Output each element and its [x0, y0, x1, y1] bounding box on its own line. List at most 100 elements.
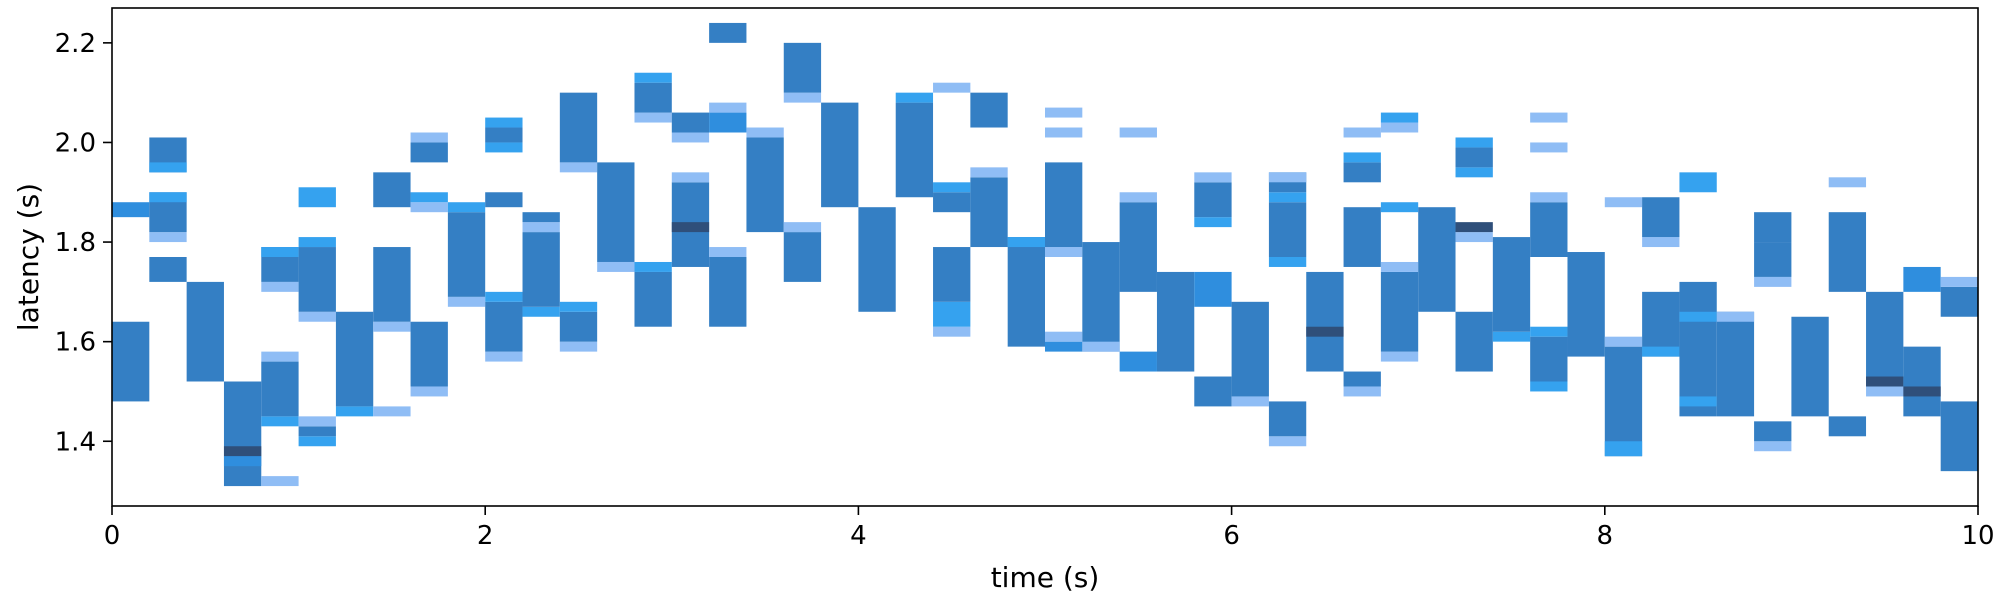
heatmap-cell: [410, 142, 448, 163]
heatmap-cell: [1380, 202, 1419, 213]
heatmap-cell: [410, 202, 448, 213]
heatmap-cell: [1268, 172, 1307, 183]
heatmap-cell: [522, 212, 560, 223]
heatmap-cell: [149, 192, 187, 203]
heatmap-cell: [149, 257, 187, 282]
heatmap-cell: [1492, 331, 1531, 342]
heatmap-cell: [1380, 271, 1419, 352]
heatmap-cell: [1530, 142, 1568, 153]
heatmap-cell: [485, 192, 523, 208]
heatmap-cell: [223, 381, 262, 487]
heatmap-cell: [1380, 122, 1419, 133]
heatmap-cell: [895, 92, 934, 103]
heatmap-cell: [522, 222, 560, 233]
heatmap-cell: [933, 301, 971, 327]
heatmap-cell: [933, 326, 971, 337]
heatmap-cell: [485, 291, 523, 302]
heatmap-cell: [298, 311, 336, 322]
heatmap-cell: [1940, 401, 1978, 472]
heatmap-cell: [671, 222, 710, 233]
heatmap-cell: [1679, 172, 1717, 193]
heatmap-cell: [261, 476, 299, 487]
heatmap-cell: [970, 177, 1008, 248]
heatmap-cell: [1455, 167, 1493, 178]
heatmap-cell: [485, 351, 523, 362]
heatmap-cell: [1940, 276, 1978, 287]
heatmap-cell: [1380, 112, 1419, 123]
y-axis-label: latency (s): [12, 183, 45, 331]
heatmap-cell: [1194, 271, 1232, 307]
heatmap-cell: [970, 167, 1008, 178]
heatmap-cell: [447, 202, 486, 213]
heatmap-cell: [1903, 386, 1941, 397]
heatmap-cell: [1231, 396, 1269, 407]
heatmap-cell: [1642, 237, 1680, 248]
x-tick-label: 6: [1223, 521, 1240, 551]
heatmap-cell: [447, 212, 486, 297]
heatmap-cell: [112, 202, 150, 218]
heatmap-cell: [149, 232, 187, 243]
heatmap-cell: [1306, 271, 1344, 372]
heatmap-cell: [559, 162, 598, 173]
heatmap-cell: [634, 271, 672, 327]
heatmap-cell: [970, 92, 1008, 128]
heatmap-cell: [410, 192, 448, 203]
heatmap-cell: [223, 446, 262, 457]
heatmap-cell: [1530, 202, 1568, 257]
heatmap-cell: [1082, 341, 1120, 352]
heatmap-cell: [1604, 346, 1643, 457]
heatmap-cell: [1754, 441, 1792, 452]
heatmap-cell: [634, 72, 672, 83]
heatmap-cells: [112, 22, 1978, 487]
heatmap-cell: [1156, 271, 1195, 372]
heatmap-cell: [634, 261, 672, 272]
heatmap-cell: [1716, 311, 1755, 322]
heatmap-cell: [1343, 127, 1381, 138]
heatmap-cell: [1268, 202, 1307, 257]
heatmap-cell: [261, 247, 299, 257]
heatmap-cell: [373, 247, 411, 322]
heatmap-cell: [1082, 242, 1120, 352]
heatmap-cell: [149, 162, 187, 173]
heatmap-cell: [1343, 371, 1381, 387]
heatmap-cell: [373, 321, 411, 332]
heatmap-cell: [1343, 152, 1381, 163]
heatmap-cell: [298, 187, 336, 208]
heatmap-cell: [1642, 346, 1680, 357]
heatmap-cell: [1119, 127, 1157, 138]
heatmap-cell: [1045, 107, 1083, 118]
heatmap-cell: [1380, 351, 1419, 362]
heatmap-cell: [1045, 341, 1083, 352]
heatmap-cell: [1455, 147, 1493, 168]
heatmap-cell: [298, 237, 336, 248]
x-tick-label: 10: [1961, 521, 1994, 551]
heatmap-cell: [447, 296, 486, 307]
heatmap-cell: [783, 232, 822, 282]
heatmap-cell: [933, 182, 971, 193]
heatmap-cell: [1642, 197, 1680, 238]
heatmap-cell: [597, 261, 635, 272]
heatmap-cell: [1119, 192, 1157, 203]
x-axis-label: time (s): [991, 561, 1100, 594]
heatmap-cell: [858, 207, 896, 312]
heatmap-cell: [559, 341, 598, 352]
heatmap-cell: [522, 306, 560, 317]
heatmap-cell: [1231, 301, 1269, 397]
heatmap-cell: [933, 247, 971, 302]
heatmap-cell: [261, 361, 299, 417]
heatmap-cell: [1754, 242, 1792, 277]
x-axis: 0 2 4 6 8 10: [104, 506, 1995, 551]
x-tick-label: 0: [104, 521, 121, 551]
heatmap-cell: [1754, 421, 1792, 442]
heatmap-cell: [1045, 127, 1083, 138]
heatmap-cell: [1194, 182, 1232, 218]
heatmap-cell: [1007, 237, 1045, 347]
heatmap-cell: [186, 281, 224, 382]
heatmap-cell: [1119, 351, 1157, 372]
heatmap-cell: [783, 42, 822, 93]
heatmap-cell: [671, 172, 710, 183]
x-tick-label: 4: [850, 521, 867, 551]
heatmap-cell: [709, 102, 747, 113]
heatmap-cell: [821, 102, 859, 208]
heatmap-cell: [1343, 207, 1381, 267]
